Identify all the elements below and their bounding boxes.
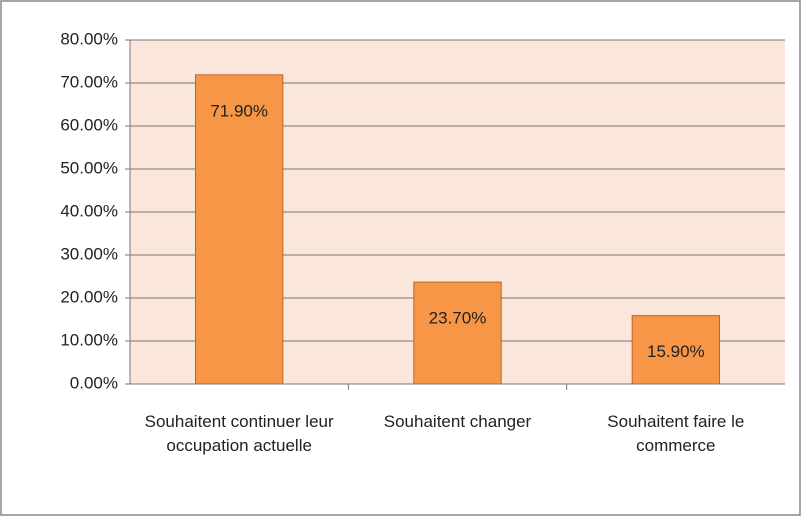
- x-tick-label: Souhaitent continuer leur occupation act…: [144, 412, 334, 455]
- data-label: 15.90%: [647, 342, 705, 361]
- x-tick-label: Souhaitent changer: [383, 412, 532, 431]
- y-tick-label: 60.00%: [60, 115, 118, 134]
- y-tick-label: 10.00%: [60, 330, 118, 349]
- bar: [631, 315, 721, 385]
- y-tick-label: 20.00%: [60, 287, 118, 306]
- y-tick-label: 30.00%: [60, 244, 118, 263]
- y-tick-label: 40.00%: [60, 201, 118, 220]
- y-tick-label: 80.00%: [60, 29, 118, 48]
- x-tick-label: Souhaitent faire le commerce: [607, 412, 745, 455]
- y-tick-label: 70.00%: [60, 72, 118, 91]
- bar: [413, 281, 502, 385]
- y-tick-label: 50.00%: [60, 158, 118, 177]
- data-label: 23.70%: [429, 309, 487, 328]
- data-label: 71.90%: [210, 101, 268, 120]
- y-tick-label: 0.00%: [70, 373, 118, 392]
- bar: [195, 74, 284, 385]
